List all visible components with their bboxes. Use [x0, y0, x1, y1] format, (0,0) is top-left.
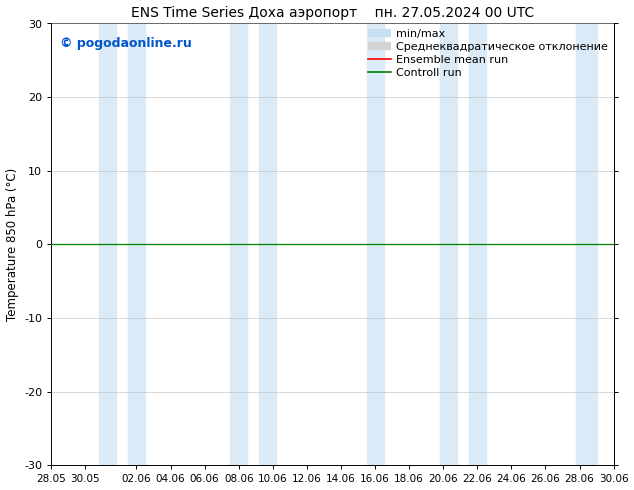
Bar: [440, 24, 457, 465]
Bar: [99, 24, 116, 465]
Bar: [576, 24, 597, 465]
Bar: [469, 24, 486, 465]
Bar: [259, 24, 276, 465]
Legend: min/max, Среднеквадратическое отклонение, Ensemble mean run, Controll run: min/max, Среднеквадратическое отклонение…: [365, 25, 611, 81]
Y-axis label: Temperature 850 hPa (°C): Temperature 850 hPa (°C): [6, 168, 18, 321]
Bar: [230, 24, 247, 465]
Bar: [128, 24, 145, 465]
Text: © pogodaonline.ru: © pogodaonline.ru: [60, 37, 191, 50]
Bar: [366, 24, 384, 465]
Title: ENS Time Series Доха аэропорт    пн. 27.05.2024 00 UTC: ENS Time Series Доха аэропорт пн. 27.05.…: [131, 5, 534, 20]
